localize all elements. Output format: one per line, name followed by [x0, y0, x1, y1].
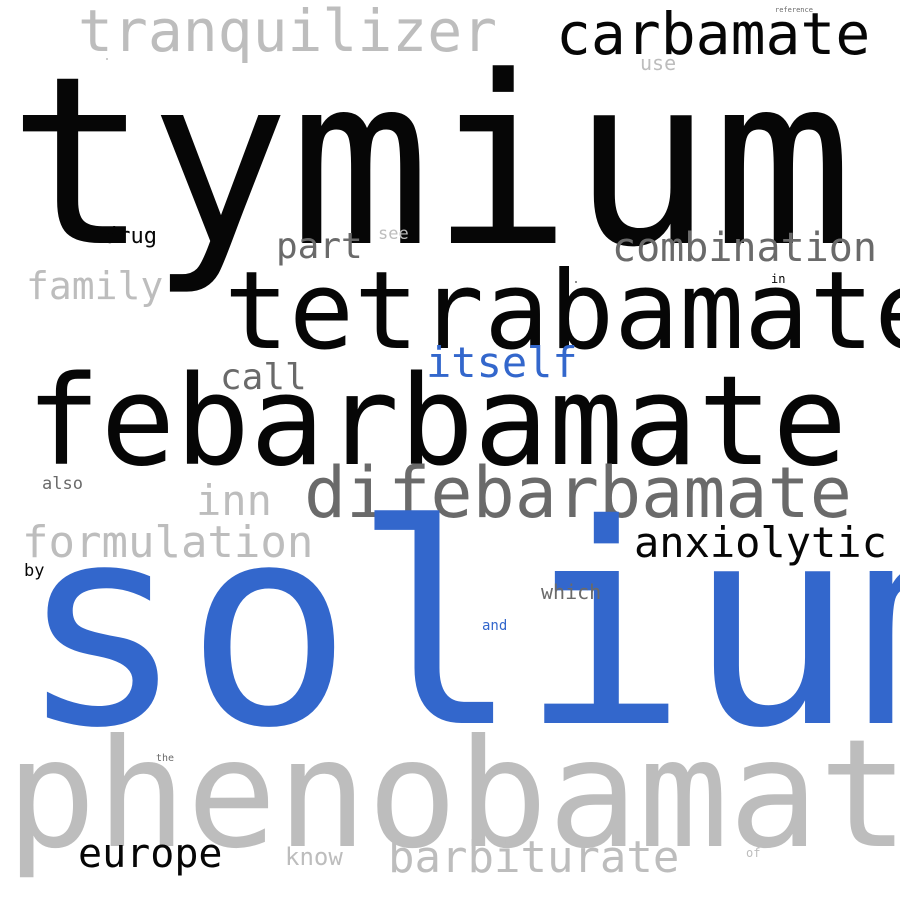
word-febarbamate: febarbamate: [26, 350, 848, 494]
word-inn: inn: [196, 476, 272, 525]
word-phenobamate: phenobamate: [6, 708, 900, 882]
word-barbiturate: barbiturate: [388, 832, 680, 883]
word-which: which: [541, 580, 602, 604]
word-know: know: [285, 843, 343, 871]
word-tymium: tymium: [8, 27, 854, 299]
word-itself: itself: [426, 338, 578, 387]
word-anxiolytic: anxiolytic: [634, 518, 887, 567]
word-solium: solium: [18, 465, 900, 789]
word-part: part: [276, 226, 363, 267]
word-and: and: [482, 618, 508, 634]
tiny-speck-b: [575, 281, 577, 283]
word-in: in: [771, 272, 786, 286]
word-tetrabamate: tetrabamate: [224, 249, 900, 374]
word-of: of: [746, 846, 761, 860]
word-europe: europe: [78, 831, 223, 877]
word-use: use: [640, 51, 677, 75]
word-combination: combination: [612, 225, 877, 271]
word-drug: drug: [104, 224, 157, 249]
word-tranquilizer: tranquilizer: [78, 0, 498, 65]
word-also: also: [42, 474, 83, 494]
word-see: see: [378, 224, 409, 244]
word-the: the: [156, 753, 175, 764]
word-by: by: [24, 561, 45, 581]
word-formulation: formulation: [22, 517, 314, 568]
word-carbamate: carbamate: [556, 0, 871, 68]
tiny-speck-a: [106, 58, 108, 60]
word-difebarbamate: difebarbamate: [304, 452, 852, 534]
word-call: call: [220, 357, 307, 398]
word-family: family: [26, 264, 164, 308]
word-reference: reference: [775, 6, 813, 14]
